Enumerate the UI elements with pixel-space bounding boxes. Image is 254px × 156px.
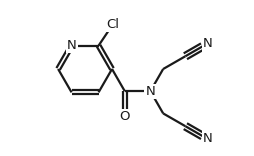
Text: O: O <box>120 110 130 123</box>
Text: Cl: Cl <box>106 18 119 31</box>
Text: N: N <box>67 39 76 52</box>
Text: N: N <box>146 85 155 98</box>
Text: N: N <box>203 37 212 50</box>
Text: N: N <box>203 132 212 145</box>
